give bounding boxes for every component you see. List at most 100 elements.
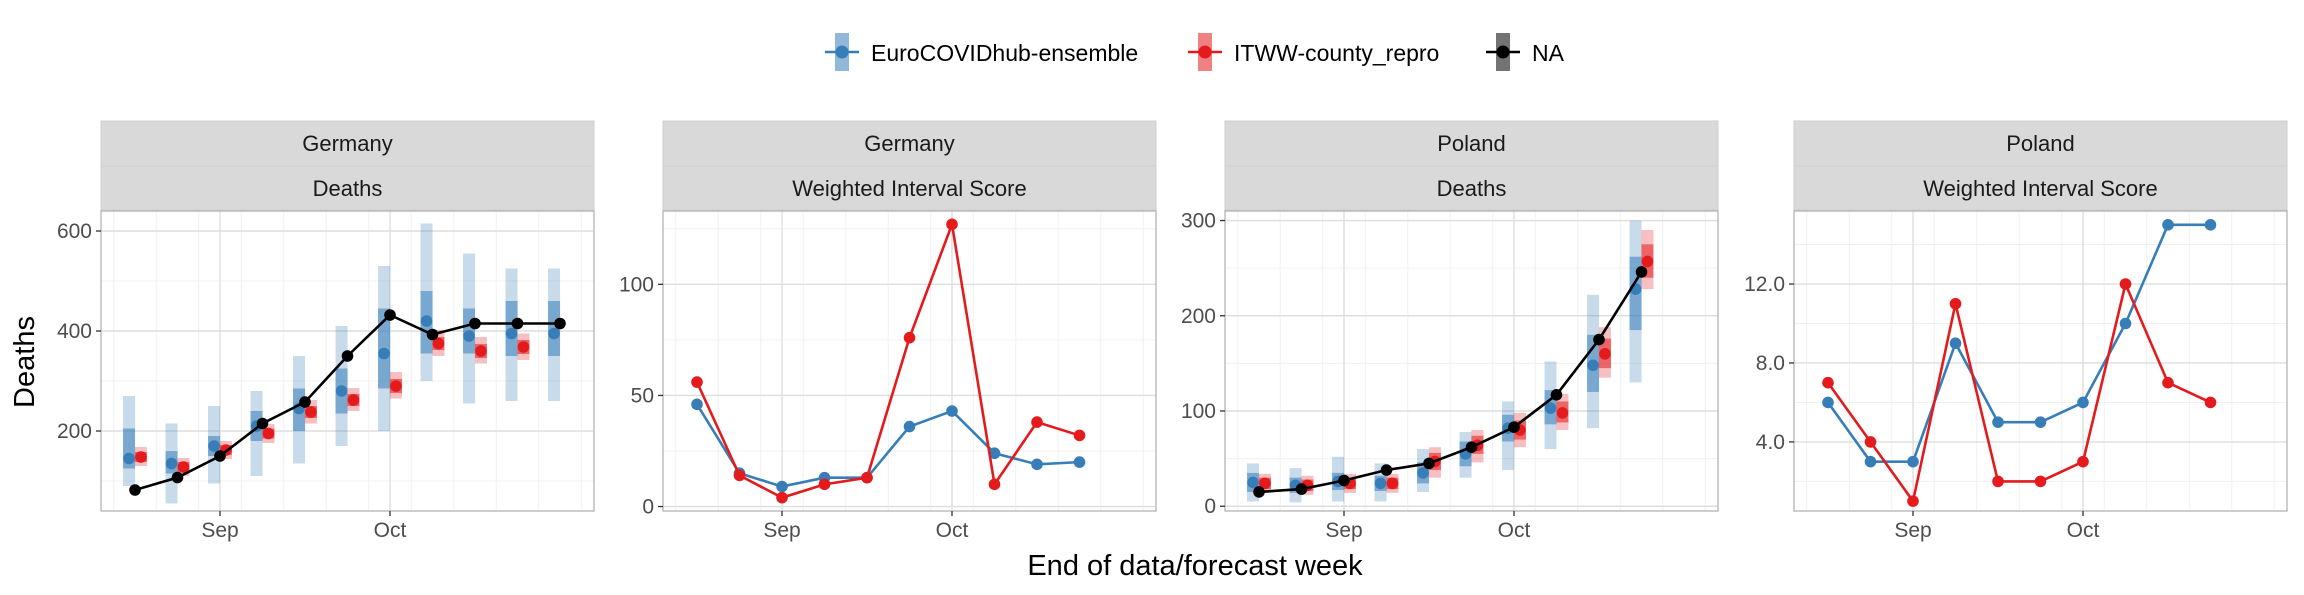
series-line-itww-county-repro (1826, 279, 2212, 505)
y-tick-label: 0 (1204, 495, 1216, 518)
y-axis: 0 50 100 (619, 273, 663, 519)
facet-strip-bottom (1224, 165, 1719, 211)
observed-point (1550, 389, 1563, 401)
point-eurocovidhub-ensemble (1949, 337, 1962, 350)
y-axis: 0 100 200 300 (1181, 210, 1225, 518)
point-eurocovidhub-ensemble (1247, 476, 1259, 489)
facet-label-top: Poland (1437, 131, 1506, 156)
point-itww-county-repro (390, 380, 402, 392)
chart-panels: Germany Deaths 200 400 600 Sep Oct Germany Weigh… (57, 120, 2288, 542)
point-itww-county-repro (2077, 455, 2089, 468)
panel-border (662, 210, 1157, 512)
point-itww-county-repro (517, 341, 530, 353)
series (1247, 255, 1654, 498)
x-tick-label: Oct (936, 519, 969, 542)
x-axis: Sep Oct (763, 511, 968, 542)
x-tick-label: Oct (1498, 519, 1531, 542)
legend-item-itww-county-repro: ITWW-county_repro (1188, 33, 1439, 71)
point-eurocovidhub-ensemble (946, 405, 958, 417)
y-tick-label: 200 (57, 420, 92, 443)
x-axis: Sep Oct (1894, 511, 2099, 542)
point-eurocovidhub-ensemble (463, 330, 475, 342)
panel-border (1224, 210, 1719, 512)
point-itww-county-repro (2119, 278, 2132, 290)
point-eurocovidhub-ensemble (988, 447, 1001, 460)
point-eurocovidhub-ensemble (776, 480, 788, 493)
x-tick-label: Sep (1894, 519, 1931, 542)
x-tick-label: Oct (2067, 519, 2100, 542)
facet-strip-bottom (1793, 165, 2288, 211)
point-itww-county-repro (135, 451, 147, 463)
facet-label-bottom: Weighted Interval Score (792, 176, 1026, 201)
observed-point (1508, 421, 1520, 433)
point-itww-county-repro (2034, 475, 2047, 488)
point-eurocovidhub-ensemble (1544, 402, 1557, 414)
y-tick-label: 0 (642, 496, 654, 519)
point-itww-county-repro (305, 406, 317, 418)
observed-point (256, 417, 269, 430)
point-itww-county-repro (1259, 477, 1271, 490)
observed-point (384, 309, 396, 321)
point-itww-county-repro (1031, 416, 1043, 428)
point-eurocovidhub-ensemble (420, 315, 433, 327)
legend-item-na: NA (1486, 33, 1565, 71)
point-itww-county-repro (1864, 436, 1877, 448)
y-axis: 200 400 600 (57, 220, 101, 443)
point-eurocovidhub-ensemble (2204, 219, 2217, 231)
observed-point (299, 396, 311, 408)
facet-strip-bottom (100, 165, 595, 211)
x-tick-label: Sep (201, 519, 238, 542)
grid (101, 211, 594, 511)
facet-label-bottom: Deaths (1437, 176, 1507, 201)
facet-label-top: Germany (302, 131, 392, 156)
point-eurocovidhub-ensemble (165, 457, 178, 470)
point-itww-county-repro (432, 337, 445, 350)
point-eurocovidhub-ensemble (1822, 396, 1834, 409)
point-eurocovidhub-ensemble (505, 327, 518, 340)
point-itww-county-repro (1992, 475, 2004, 488)
legend: EuroCOVIDhub-ensemble ITWW-county_repro NA (825, 33, 1565, 71)
observed-point (1253, 486, 1265, 498)
point-eurocovidhub-ensemble (1073, 456, 1086, 468)
point-eurocovidhub-ensemble (335, 385, 348, 397)
point-itww-county-repro (691, 376, 703, 388)
point-eurocovidhub-ensemble (548, 327, 560, 340)
panel-border (100, 210, 595, 512)
point-itww-county-repro (475, 345, 487, 357)
x-tick-label: Oct (374, 519, 407, 542)
point-itww-county-repro (177, 461, 190, 473)
observed-point (1338, 474, 1350, 487)
series-line-eurocovidhub-ensemble (1826, 223, 2211, 463)
x-tick-label: Sep (1325, 519, 1362, 542)
observed-point (426, 328, 439, 341)
x-tick-label: Sep (763, 519, 800, 542)
y-tick-label: 8.0 (1756, 352, 1785, 375)
series-line-eurocovidhub-ensemble (695, 403, 1080, 488)
point-itww-county-repro (1073, 429, 1086, 442)
point-itww-county-repro (1907, 495, 1919, 507)
legend-item-eurocovidhub-ensemble: EuroCOVIDhub-ensemble (825, 33, 1138, 71)
point-itww-county-repro (1822, 376, 1834, 389)
point-eurocovidhub-ensemble (2077, 396, 2089, 409)
point-eurocovidhub-ensemble (1587, 359, 1599, 372)
observed-point (1465, 441, 1478, 453)
facet-strip-top (1224, 120, 1719, 167)
y-axis-title: Deaths (9, 316, 41, 408)
series (691, 218, 1086, 504)
point-itww-county-repro (733, 469, 746, 482)
series-line-itww-county-repro (695, 219, 1080, 500)
point-eurocovidhub-ensemble (2034, 416, 2047, 428)
point-itww-county-repro (903, 331, 916, 344)
x-axis: Sep Oct (1325, 511, 1530, 542)
point-itww-county-repro (946, 218, 958, 231)
facet-strip-top (662, 120, 1157, 167)
point-itww-county-repro (776, 491, 788, 504)
point-itww-county-repro (818, 478, 831, 491)
y-tick-label: 100 (1181, 400, 1216, 423)
facet-strip-bottom (662, 165, 1157, 211)
observed-point (469, 317, 481, 330)
point-eurocovidhub-ensemble (378, 347, 390, 360)
point-itww-county-repro (262, 427, 275, 440)
panel-2: Germany Weighted Interval Score 0 50 100 Sep O… (619, 120, 1157, 542)
